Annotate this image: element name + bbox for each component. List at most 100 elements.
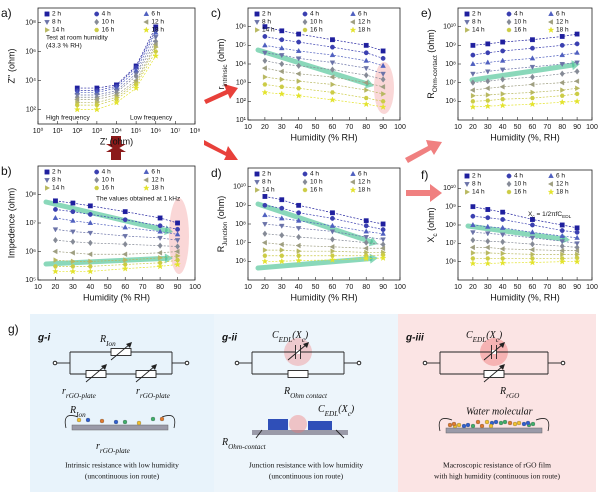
caption: (uncontinuous ion route) <box>85 472 160 481</box>
data-point <box>529 81 535 88</box>
legend-label: 18 h <box>358 187 371 194</box>
wire <box>438 418 453 432</box>
data-point <box>559 52 565 58</box>
x-tick-label: 30 <box>484 284 492 291</box>
component-label: ROhm contact <box>283 386 328 399</box>
data-point <box>279 84 285 89</box>
text-segment: R <box>99 334 106 345</box>
x-tick-label: 10⁰ <box>33 127 44 135</box>
text-segment: C <box>466 330 473 341</box>
component-label: CEDL(Xc) <box>466 330 503 343</box>
data-point <box>73 106 81 113</box>
subscript: Ohm contact <box>290 392 328 400</box>
legend-label: 12 h <box>358 179 371 186</box>
x-tick-label: 20 <box>469 124 477 131</box>
x-tick-label: 90 <box>174 284 182 291</box>
data-point <box>156 262 164 270</box>
component-label: CEDL(Xc) <box>318 404 355 417</box>
data-point <box>363 72 369 79</box>
data-point <box>279 253 285 258</box>
data-point <box>499 232 506 238</box>
text-segment: r <box>62 386 66 397</box>
data-point <box>330 248 336 254</box>
data-point <box>69 268 77 275</box>
x-axis-label: Humidity (% RH) <box>290 292 357 302</box>
data-point <box>499 224 506 230</box>
legend-label: 8 h <box>472 19 481 26</box>
legend-marker <box>94 169 100 175</box>
data-point <box>262 34 268 39</box>
data-point <box>278 241 284 248</box>
variable-arrowhead <box>151 364 157 370</box>
legend-label: 18 h <box>151 27 164 34</box>
subscript: rGO-plate <box>140 392 171 400</box>
subscript: c <box>302 336 306 344</box>
panel-tag: g-i <box>37 333 50 344</box>
subscript: c <box>348 410 352 418</box>
x-tick-label: 100 <box>394 124 406 131</box>
legend-label: 16 h <box>514 189 527 196</box>
x-tick-label: 10¹ <box>53 128 64 135</box>
trend-arrowhead <box>368 236 378 247</box>
data-point <box>153 44 159 50</box>
text-segment: (X <box>486 330 496 341</box>
data-point <box>469 260 477 267</box>
text-segment: R <box>426 92 436 99</box>
data-point <box>122 241 128 248</box>
data-point <box>87 212 93 217</box>
legend-label: 12 h <box>151 177 164 184</box>
water-molecule <box>484 419 490 425</box>
legend-marker <box>143 184 150 191</box>
subscript: EDL <box>472 336 487 344</box>
legend-marker <box>143 10 150 16</box>
data-point <box>261 89 269 96</box>
legend-marker <box>506 11 512 17</box>
x-tick-label: 60 <box>529 124 537 131</box>
text-segment: X <box>528 211 533 218</box>
x-tick-label: 100 <box>586 124 598 131</box>
data-point <box>381 91 387 97</box>
x-tick-label: 10⁵ <box>131 128 142 135</box>
data-point <box>574 60 580 66</box>
data-point <box>470 79 476 86</box>
legend-label: 8 h <box>262 179 271 186</box>
panel-tag: g-iii <box>405 333 424 344</box>
data-point <box>380 76 386 83</box>
data-point <box>279 205 285 211</box>
data-point <box>470 230 476 236</box>
subscript: rGO-plate <box>66 392 97 400</box>
x-tick-label: 40 <box>499 124 507 131</box>
data-point <box>262 212 268 218</box>
data-point <box>559 34 565 39</box>
data-point <box>174 238 181 244</box>
variable-arrow <box>483 365 504 383</box>
series-line <box>264 233 384 245</box>
data-point <box>152 29 159 35</box>
data-point <box>559 232 565 238</box>
data-point <box>87 268 94 275</box>
data-point <box>574 247 580 254</box>
y-tick-label: 10⁷ <box>446 240 457 247</box>
data-point <box>470 256 476 261</box>
y-tick-label: 10⁶ <box>445 259 456 266</box>
data-point <box>296 253 302 258</box>
data-point <box>485 78 491 85</box>
data-point <box>379 103 387 110</box>
data-point <box>53 207 58 212</box>
x-tick-label: 30 <box>278 284 286 291</box>
series-line <box>264 254 384 257</box>
data-point <box>363 57 369 63</box>
data-point <box>500 76 506 83</box>
x-axis-label: Humidity (% RH) <box>290 132 357 142</box>
legend-label: 18 h <box>358 27 371 34</box>
data-point <box>499 84 505 90</box>
panel-background <box>398 314 596 492</box>
data-point <box>485 207 491 212</box>
link-arrow <box>204 84 238 104</box>
water-molecule <box>456 422 462 428</box>
data-point <box>485 215 491 221</box>
series-line <box>264 76 384 95</box>
subscript: intrinsic <box>222 64 229 87</box>
water-molecule <box>488 423 494 429</box>
rgo-flake <box>308 421 332 430</box>
